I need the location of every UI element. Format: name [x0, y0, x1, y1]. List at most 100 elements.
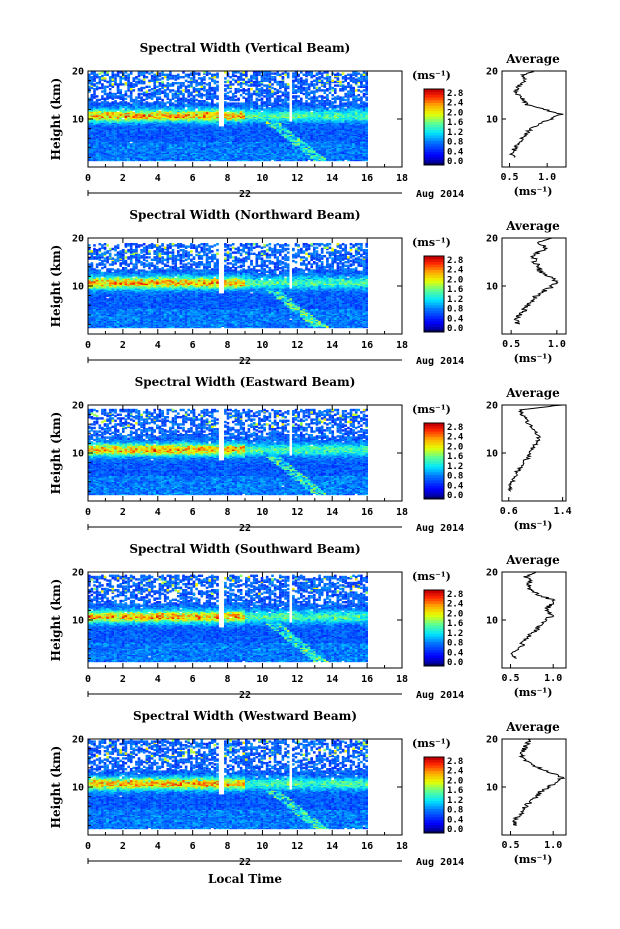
colorbar-tick-label: 2.4 — [447, 600, 464, 610]
colorbar-segment — [424, 99, 444, 103]
x-tick-label: 4 — [155, 841, 161, 852]
colorbar-segment — [424, 590, 444, 594]
colorbar-segment — [424, 140, 444, 144]
y-tick-label: 20 — [72, 67, 84, 78]
colorbar-segment — [424, 433, 444, 437]
colorbar-segment — [424, 622, 444, 626]
colorbar-segment — [424, 94, 444, 98]
profile-y-tick-label: 20 — [486, 234, 498, 245]
colorbar-segment — [424, 490, 444, 494]
colorbar-segment — [424, 776, 444, 780]
colorbar-segment — [424, 636, 444, 640]
profile-title: Average — [505, 219, 560, 233]
profile-x-tick-label: 1.0 — [544, 840, 562, 851]
profile-line — [508, 70, 564, 158]
x-tick-label: 2 — [120, 507, 126, 518]
x-tick-label: 8 — [225, 674, 231, 685]
profile-x-label: (ms⁻¹) — [514, 519, 553, 532]
profile-y-tick-label: 10 — [486, 449, 498, 460]
colorbar-tick-label: 0.0 — [447, 658, 463, 668]
colorbar-tick-label: 0.4 — [447, 147, 464, 157]
colorbar-segment — [424, 137, 444, 141]
y-tick-label: 10 — [72, 616, 84, 627]
colorbar-segment — [424, 614, 444, 618]
colorbar-segment — [424, 89, 444, 93]
x-tick-label: 6 — [190, 841, 196, 852]
x-tick-label: 10 — [256, 340, 268, 351]
chart-title: Spectral Width (Eastward Beam) — [135, 375, 356, 389]
heatmap-cells — [88, 408, 368, 496]
colorbar-segment — [424, 598, 444, 602]
panel-1: Spectral Width (Northward Beam) Height (k… — [49, 208, 567, 367]
colorbar-segment — [424, 822, 444, 826]
colorbar-segment — [424, 105, 444, 109]
x-tick-label: 6 — [190, 173, 196, 184]
colorbar-segment — [424, 151, 444, 155]
colorbar-segment — [424, 644, 444, 648]
colorbar-segment — [424, 118, 444, 122]
colorbar-segment — [424, 423, 444, 427]
x-tick-label: 10 — [256, 173, 268, 184]
colorbar-segment — [424, 778, 444, 782]
colorbar-unit: (ms⁻¹) — [412, 403, 451, 416]
colorbar-segment — [424, 148, 444, 152]
colorbar-segment — [424, 113, 444, 117]
x-tick-label: 14 — [326, 507, 338, 518]
colorbar-tick-label: 2.0 — [447, 776, 463, 786]
x-tick-label: 12 — [291, 507, 303, 518]
colorbar-segment — [424, 619, 444, 623]
x-tick-label: 0 — [85, 340, 91, 351]
x-tick-label: 4 — [155, 173, 161, 184]
colorbar-tick-label: 2.8 — [447, 89, 463, 99]
date-label: Aug 2014 — [416, 356, 464, 367]
colorbar-segment — [424, 116, 444, 120]
colorbar-segment — [424, 797, 444, 801]
colorbar-segment — [424, 264, 444, 268]
chart-title: Spectral Width (Vertical Beam) — [140, 41, 351, 55]
colorbar-segment — [424, 611, 444, 615]
colorbar-segment — [424, 463, 444, 467]
x-tick-label: 0 — [85, 674, 91, 685]
x-tick-label: 0 — [85, 841, 91, 852]
colorbar-segment — [424, 91, 444, 95]
colorbar-segment — [424, 808, 444, 812]
profile-title: Average — [505, 553, 560, 567]
heatmap-cells — [88, 71, 368, 162]
colorbar-segment — [424, 428, 444, 432]
x-tick-label: 10 — [256, 841, 268, 852]
profile-line — [513, 237, 559, 325]
colorbar-tick-label: 0.4 — [447, 481, 464, 491]
profile-y-tick-label: 10 — [486, 115, 498, 126]
x-tick-label: 16 — [361, 674, 373, 685]
colorbar-segment — [424, 442, 444, 446]
x-tick-label: 8 — [225, 173, 231, 184]
colorbar-segment — [424, 291, 444, 295]
colorbar-segment — [424, 792, 444, 796]
colorbar-segment — [424, 647, 444, 651]
profile-x-tick-label: 1.0 — [538, 172, 556, 183]
date-label: Aug 2014 — [416, 189, 464, 200]
colorbar-segment — [424, 633, 444, 637]
colorbar-segment — [424, 154, 444, 158]
colorbar-tick-label: 1.6 — [447, 619, 463, 629]
profile-x-label: (ms⁻¹) — [514, 185, 553, 198]
colorbar-tick-label: 2.0 — [447, 108, 463, 118]
profile-line — [510, 571, 556, 659]
colorbar-segment — [424, 480, 444, 484]
profile-x-tick-label: 1.0 — [544, 673, 562, 684]
profile-frame — [501, 237, 567, 335]
profile-y-tick-label: 20 — [486, 568, 498, 579]
colorbar-unit: (ms⁻¹) — [412, 69, 451, 82]
colorbar-frame — [423, 756, 445, 834]
profile-x-label: (ms⁻¹) — [514, 686, 553, 699]
colorbar-segment — [424, 294, 444, 298]
colorbar-segment — [424, 461, 444, 465]
colorbar-tick-label: 1.2 — [447, 796, 463, 806]
colorbar-segment — [424, 447, 444, 451]
colorbar-segment — [424, 321, 444, 325]
x-tick-label: 10 — [256, 507, 268, 518]
colorbar-tick-label: 1.2 — [447, 128, 463, 138]
colorbar-tick-label: 1.2 — [447, 629, 463, 639]
colorbar-segment — [424, 762, 444, 766]
colorbar-segment — [424, 811, 444, 815]
